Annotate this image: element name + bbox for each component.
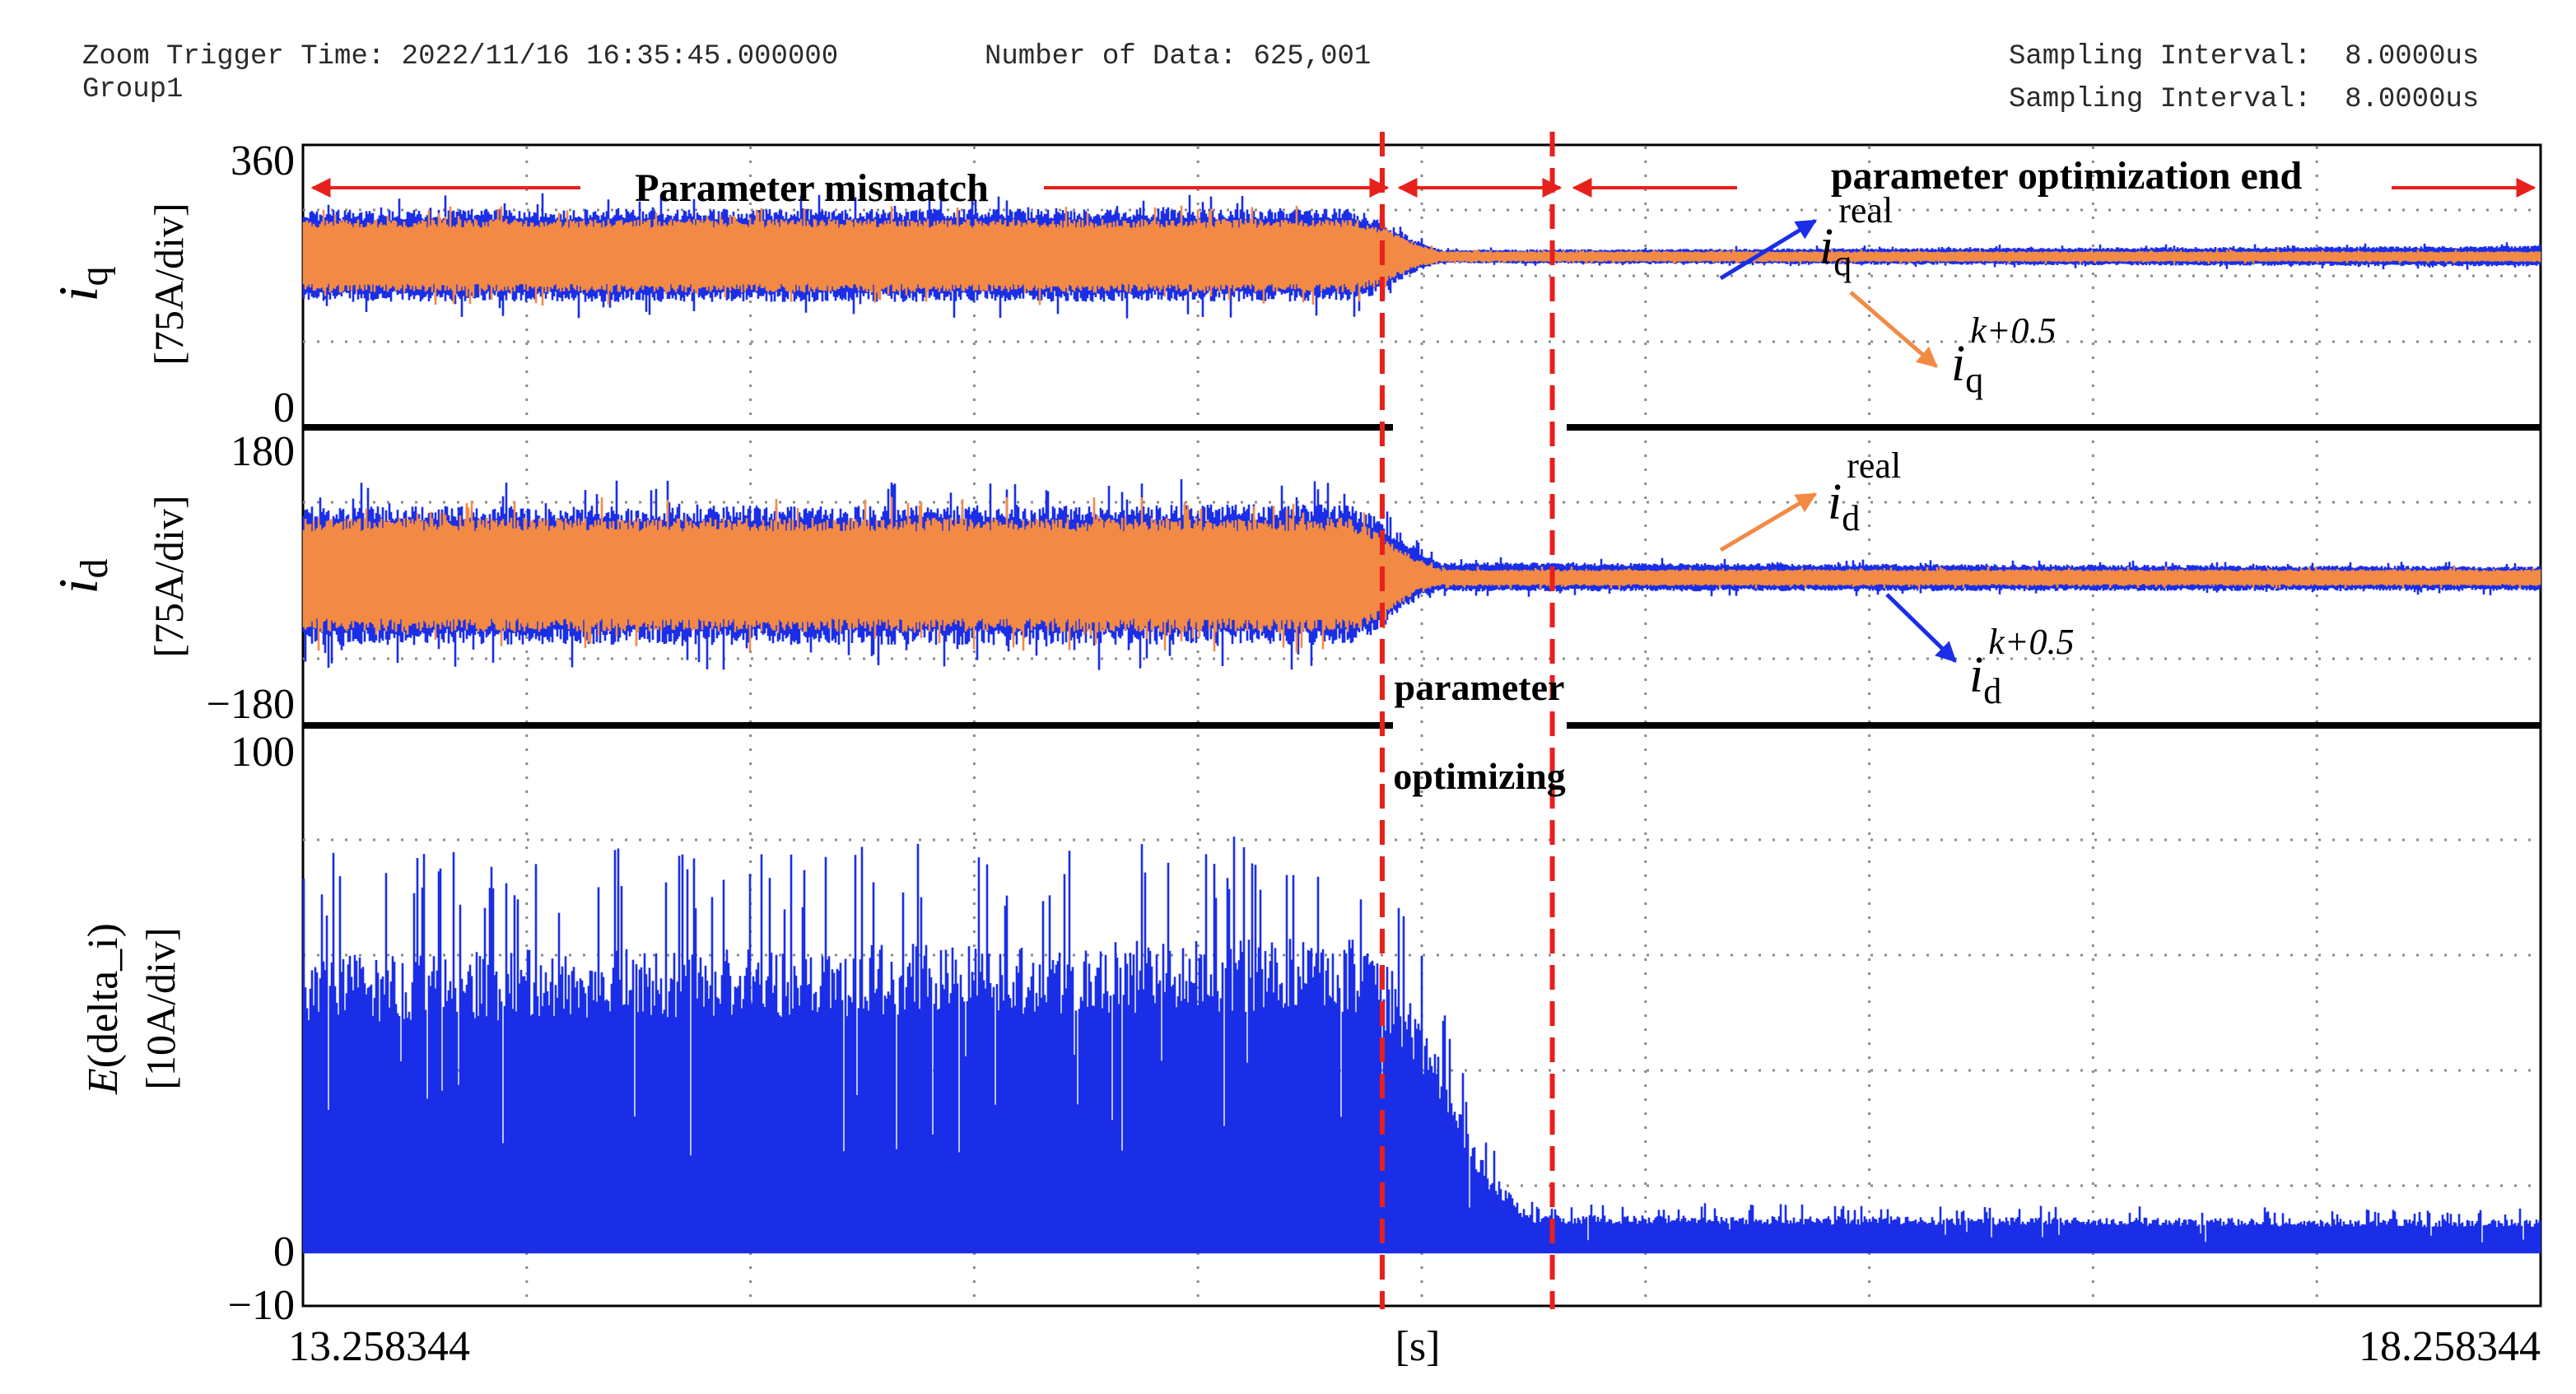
svg-text:[10A/div]: [10A/div]: [137, 927, 184, 1089]
optimization-end-label: parameter optimization end: [1831, 154, 2303, 198]
id-real-label: idreal: [1828, 445, 1901, 538]
svg-text:[75A/div]: [75A/div]: [146, 203, 192, 365]
id-ylabel: id: [47, 559, 116, 594]
iq-real-pointer: [1719, 218, 1818, 281]
svg-text:E(delta_i): E(delta_i): [80, 923, 127, 1095]
id-pred-pointer: [1885, 593, 1957, 663]
sampling-interval-2: Sampling Interval: 8.0000us: [2009, 84, 2480, 115]
series-iq-predicted: [302, 205, 2541, 306]
svg-text:[75A/div]: [75A/div]: [146, 495, 192, 657]
svg-text:iq: iq: [47, 267, 116, 302]
iq-ylabel: iq: [47, 267, 116, 302]
id-real-pointer: [1719, 492, 1818, 552]
iq-pred-label: iqk+0.5: [1951, 310, 2056, 400]
optimizing-label-2: optimizing: [1393, 755, 1566, 797]
group-label: Group1: [82, 74, 184, 105]
err-ytick-zero: 0: [273, 1228, 295, 1275]
phase-markers: [1379, 132, 1555, 1309]
err-yunit: [10A/div]: [137, 927, 184, 1089]
id-pred-label: idk+0.5: [1969, 622, 2074, 711]
iq-pred-pointer: [1849, 291, 1938, 368]
id-ytick-top: 180: [231, 428, 295, 475]
err-ytick-top: 100: [231, 729, 295, 776]
iq-ytick-top: 360: [231, 138, 295, 184]
id-ytick-bottom: −180: [207, 681, 295, 728]
parameter-mismatch-label: Parameter mismatch: [635, 166, 989, 210]
number-of-data: Number of Data: 625,001: [985, 41, 1372, 72]
scope-header: Zoom Trigger Time: 2022/11/16 16:35:45.0…: [0, 0, 2576, 124]
iq-real-label: iqreal: [1819, 190, 1893, 283]
sampling-interval-1: Sampling Interval: 8.0000us: [2009, 41, 2480, 72]
err-ytick-bottom: −10: [228, 1282, 295, 1329]
zoom-trigger-time: Zoom Trigger Time: 2022/11/16 16:35:45.0…: [82, 41, 839, 72]
waveforms: [302, 193, 2541, 1254]
id-yunit: [75A/div]: [146, 495, 192, 657]
iq-ytick-bottom: 0: [273, 385, 295, 431]
series-id-predicted: [302, 497, 2541, 653]
series-err-real: [302, 837, 2541, 1254]
optimizing-label-1: parameter: [1395, 666, 1565, 708]
xtick-start: 13.258344: [288, 1323, 470, 1370]
svg-text:id: id: [47, 559, 116, 594]
xtick-end: 18.258344: [2359, 1323, 2541, 1370]
iq-yunit: [75A/div]: [146, 203, 192, 365]
xtick-unit: [s]: [1395, 1323, 1441, 1370]
err-ylabel: E(delta_i): [80, 923, 127, 1095]
